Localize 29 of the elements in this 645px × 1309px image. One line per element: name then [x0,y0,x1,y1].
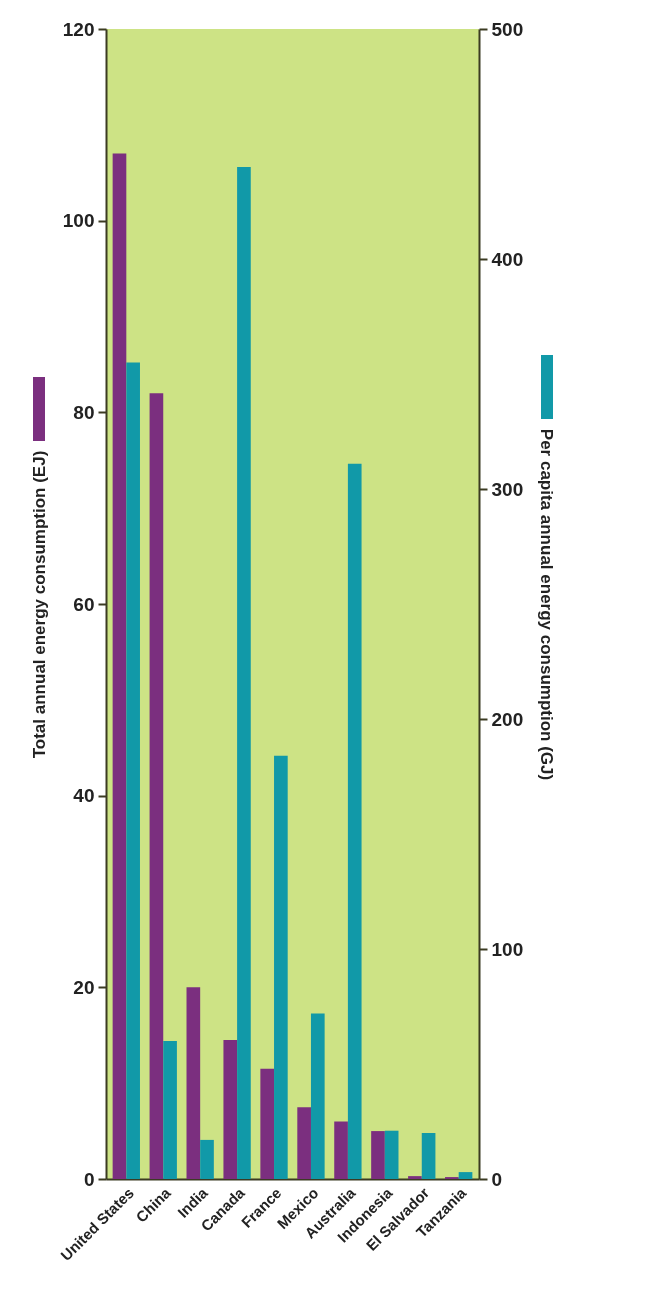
y2-tick-label: 100 [491,938,524,960]
y2-tick-label: 300 [491,478,524,500]
y2-tick-label: 500 [491,18,524,40]
bar [347,463,362,1179]
bar [421,1133,436,1179]
bar [260,1068,275,1179]
bar [186,987,201,1179]
y-tick-label: 0 [83,1168,95,1190]
y2-axis-title: Per capita annual energy consumption (GJ) [537,428,557,781]
y-tick-label: 60 [73,593,95,615]
bar [310,1013,325,1179]
y2-tick-label: 400 [491,248,524,270]
bar [223,1040,238,1179]
bar [334,1121,348,1179]
y2-tick-label: 0 [491,1168,503,1190]
y-tick-label: 80 [73,401,95,423]
y-tick-label: 100 [62,210,95,232]
bar [237,167,251,1179]
y-tick-label: 20 [73,976,95,998]
bar [408,1176,422,1179]
y-tick-label: 40 [73,785,95,807]
bar [458,1172,473,1179]
bar [149,393,164,1179]
bar [274,755,288,1179]
y-tick-label: 120 [62,18,95,40]
y-axis-title: Total annual energy consumption (EJ) [29,450,49,759]
bar [163,1041,177,1179]
bar [200,1139,214,1179]
y2-tick-label: 200 [491,708,524,730]
